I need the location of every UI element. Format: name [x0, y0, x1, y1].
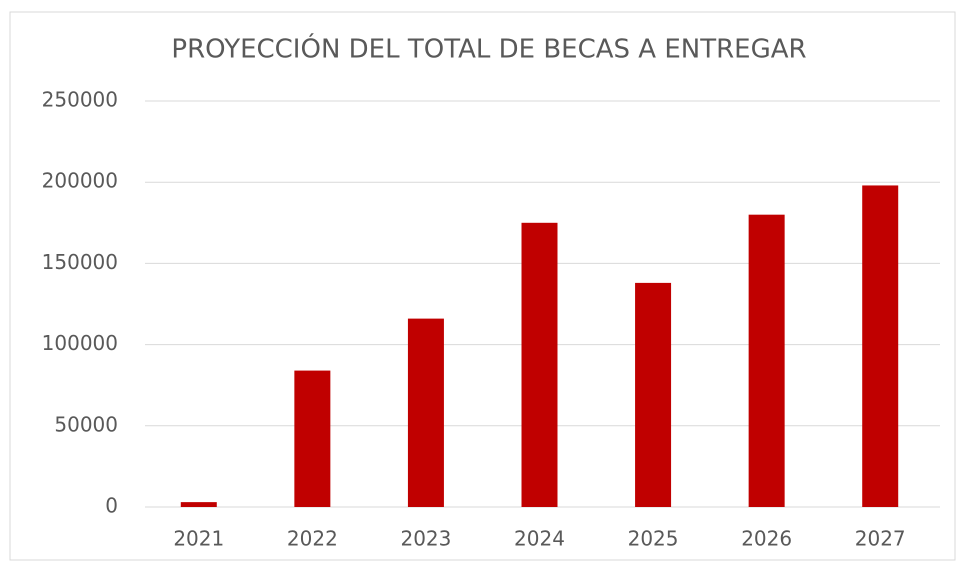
x-tick-label: 2027 [855, 527, 906, 551]
bar [748, 214, 785, 507]
bar [407, 318, 444, 507]
x-tick-label: 2022 [287, 527, 338, 551]
y-tick-label: 200000 [42, 169, 118, 193]
x-tick-label: 2023 [400, 527, 451, 551]
x-tick-label: 2021 [173, 527, 224, 551]
y-tick-label: 250000 [42, 88, 118, 112]
bar [294, 370, 331, 507]
x-tick-label: 2025 [628, 527, 679, 551]
chart-title: PROYECCIÓN DEL TOTAL DE BECAS A ENTREGAR [171, 33, 806, 65]
chart-frame [9, 11, 956, 561]
y-tick-label: 100000 [42, 331, 118, 355]
bar [180, 502, 217, 507]
y-tick-label: 50000 [54, 412, 118, 436]
y-tick-label: 0 [105, 494, 118, 518]
x-tick-label: 2024 [514, 527, 565, 551]
x-tick-label: 2026 [741, 527, 792, 551]
bar [862, 185, 899, 507]
bar [521, 222, 558, 508]
y-tick-label: 150000 [42, 250, 118, 274]
bar [635, 282, 672, 507]
